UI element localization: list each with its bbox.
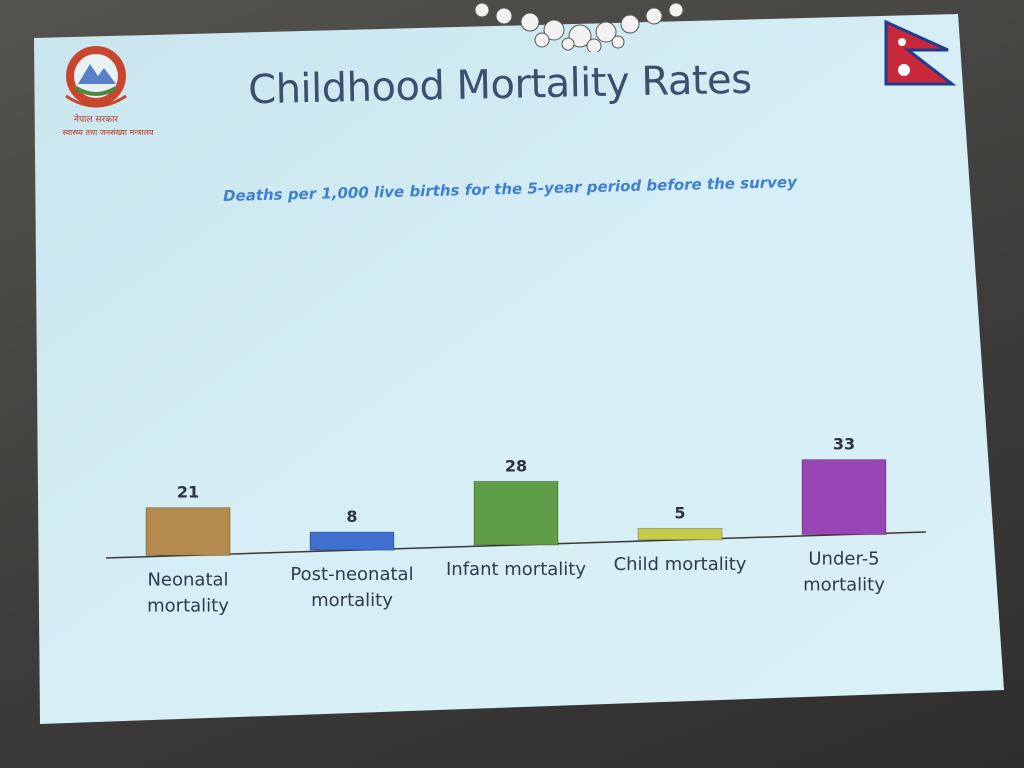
government-emblem-icon: नेपाल सरकार स्वास्थ्य तथा जनसंख्या मन्त्…	[63, 46, 154, 137]
bar-3	[637, 527, 723, 541]
category-label-1-line-1: mortality	[311, 590, 393, 611]
data-label-1: 8	[346, 507, 357, 526]
chandelier-reflection	[474, 2, 684, 52]
category-label-1-line-0: Post-neonatal	[290, 564, 413, 585]
bar-4	[801, 459, 887, 536]
bar-0	[145, 507, 231, 556]
bar-2	[473, 480, 559, 546]
data-label-0: 21	[177, 483, 199, 502]
category-label-3-line-0: Child mortality	[614, 554, 747, 575]
data-label-4: 33	[833, 435, 855, 454]
category-label-4-line-1: mortality	[803, 575, 885, 596]
data-label-3: 5	[674, 503, 685, 522]
bar-1	[309, 531, 395, 551]
category-label-0-line-0: Neonatal	[147, 569, 228, 590]
category-label-4-line-0: Under-5	[808, 549, 879, 570]
category-label-2-line-0: Infant mortality	[446, 559, 586, 580]
logo-caption-line1: नेपाल सरकार	[74, 113, 118, 125]
logo-caption-line2: स्वास्थ्य तथा जनसंख्या मन्त्रालय	[63, 128, 154, 137]
data-label-2: 28	[505, 456, 527, 475]
category-label-0-line-1: mortality	[147, 595, 229, 616]
nepal-flag-icon	[884, 20, 957, 86]
slide-background	[34, 14, 1004, 724]
